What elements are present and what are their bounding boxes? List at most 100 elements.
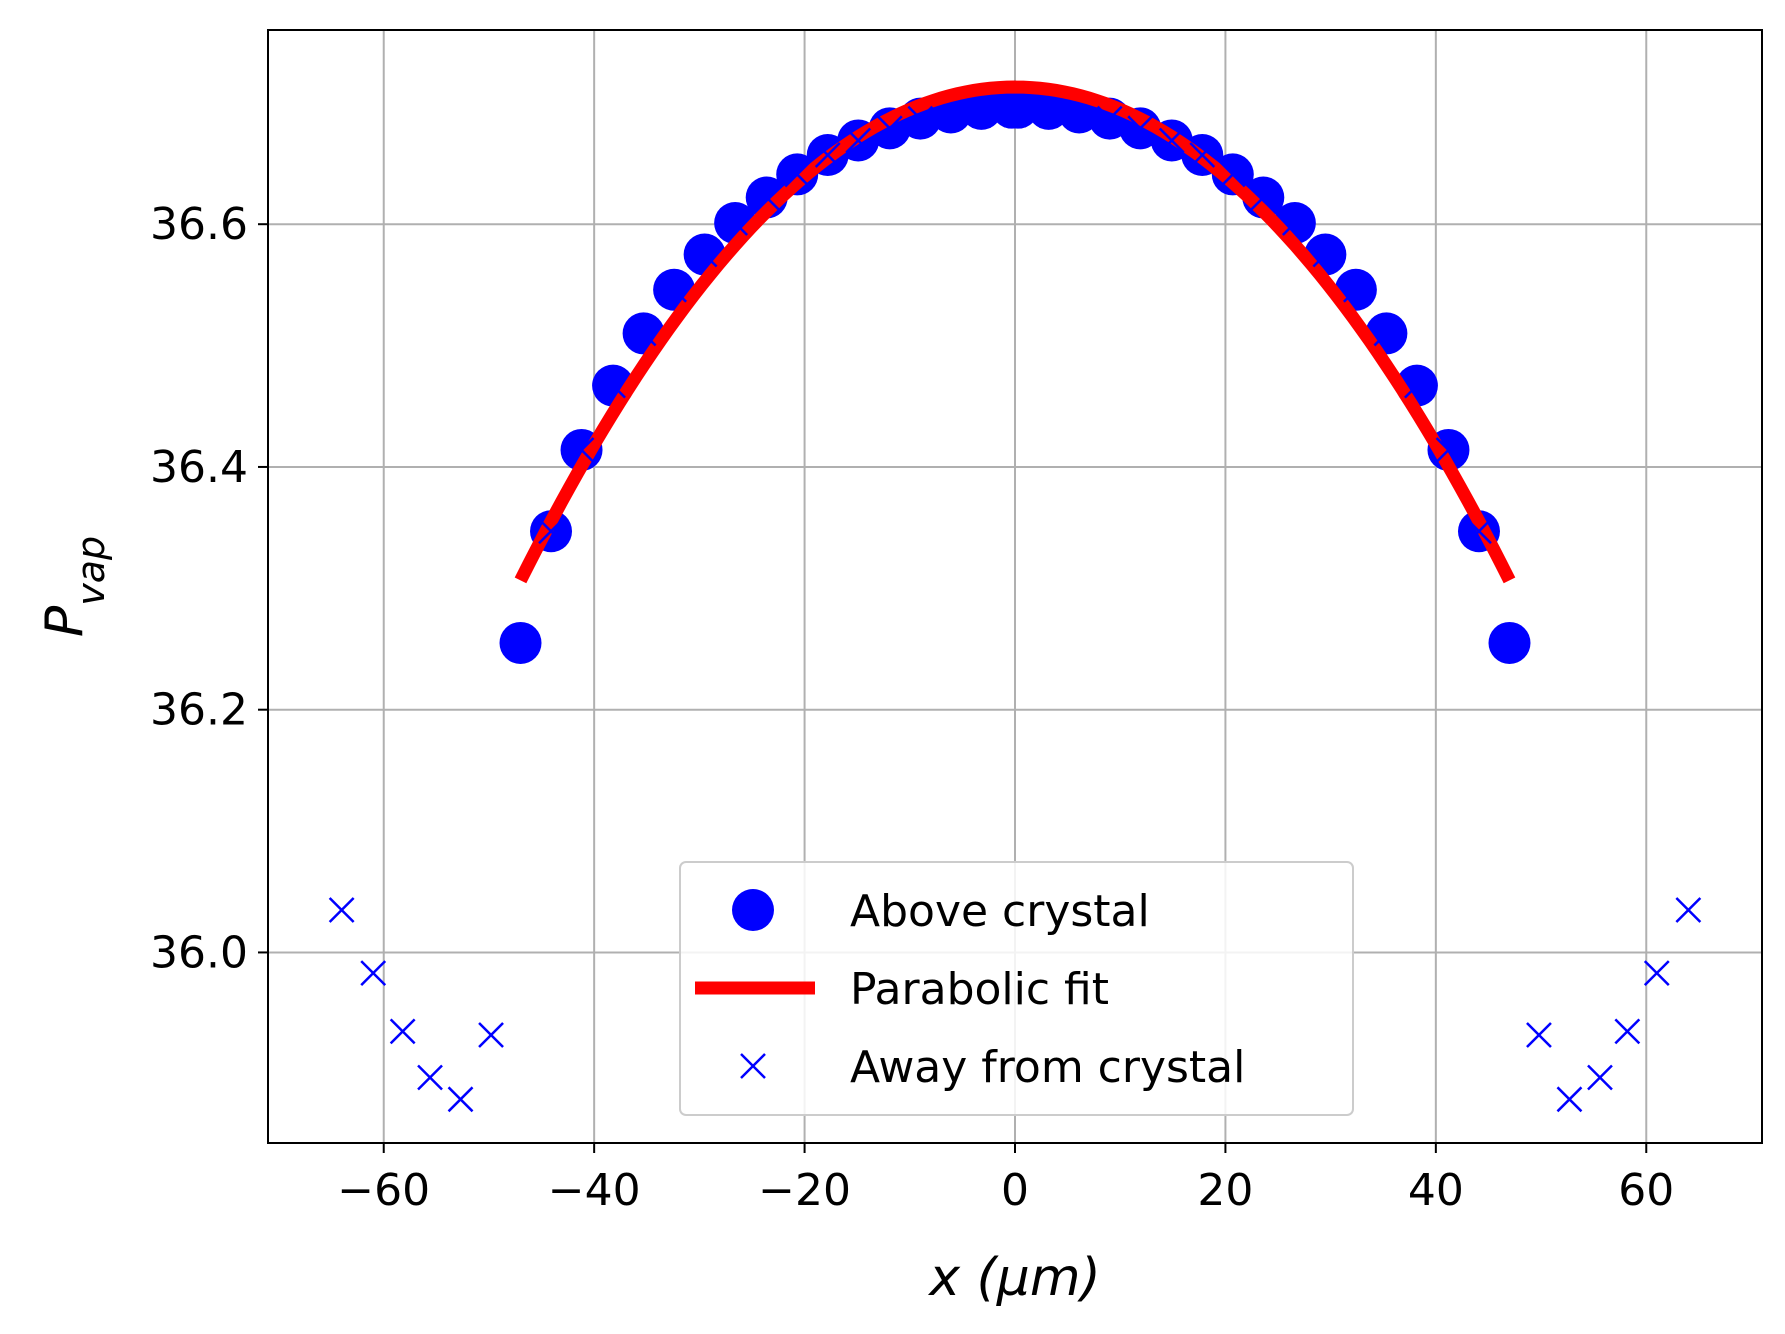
x-marker-stroke	[753, 184, 780, 211]
data-point-circle	[997, 86, 1040, 129]
x-marker-stroke	[1675, 897, 1702, 923]
data-point-x	[1526, 1022, 1552, 1048]
x-marker-stroke	[568, 437, 595, 463]
x-axis-ticks: −60 −40 −20 0 20 40 60	[337, 1143, 1674, 1216]
data-point-circle	[1027, 87, 1070, 130]
x-tick-label: 0	[1001, 1165, 1029, 1216]
x-marker-stroke	[814, 142, 841, 168]
x-marker-stroke	[907, 105, 934, 132]
data-point-x	[1404, 372, 1430, 399]
y-axis-label: Pvap	[35, 536, 113, 637]
legend-entry: Parabolic fit	[695, 964, 1109, 1015]
x-marker-stroke	[1158, 127, 1185, 154]
data-point-x	[1127, 115, 1154, 142]
x-tick-label: −60	[337, 1165, 430, 1216]
plot-data	[328, 80, 1702, 1113]
plot-frame	[267, 29, 1763, 1144]
x-tick-label: 20	[1197, 1165, 1253, 1216]
x-marker-stroke	[1466, 518, 1492, 545]
x-marker-stroke	[1556, 1086, 1583, 1113]
data-point-x	[740, 1053, 766, 1079]
data-point-circle	[960, 87, 1003, 130]
x-marker-stroke	[1435, 437, 1462, 463]
x-marker-stroke	[600, 372, 626, 399]
y-tick-label: 36.6	[150, 199, 248, 250]
data-point-x	[538, 518, 564, 545]
data-point-x	[389, 1018, 416, 1045]
x-marker-stroke	[389, 1018, 416, 1045]
series-overlay-x-3	[538, 105, 1492, 545]
legend-entry: Away from crystal	[740, 1042, 1245, 1093]
x-tick-label: −20	[758, 1165, 851, 1216]
x-marker-stroke	[1189, 142, 1216, 168]
data-point-x	[417, 1064, 443, 1091]
data-point-x	[1250, 184, 1277, 211]
data-point-x	[360, 960, 387, 986]
legend-entry: Above crystal	[732, 886, 1150, 937]
x-marker-stroke	[876, 115, 903, 142]
data-point-x	[1189, 142, 1216, 168]
x-marker-stroke	[1614, 1018, 1641, 1045]
data-point-x	[568, 437, 595, 463]
x-marker-stroke	[1312, 241, 1339, 268]
data-point-x	[1587, 1064, 1613, 1091]
data-point-x	[478, 1022, 504, 1048]
data-point-x	[1158, 127, 1185, 154]
data-point-x	[661, 276, 687, 303]
legend-label: Away from crystal	[850, 1042, 1245, 1093]
x-marker-stroke	[360, 960, 387, 986]
data-point-x	[1614, 1018, 1641, 1045]
data-point-circle	[1488, 621, 1531, 664]
x-tick-label: −40	[548, 1165, 641, 1216]
x-marker-stroke	[1643, 960, 1670, 986]
data-point-x	[630, 320, 657, 347]
x-marker-stroke	[1343, 276, 1369, 303]
data-point-x	[600, 372, 626, 399]
x-marker-stroke	[478, 1022, 504, 1048]
x-tick-label: 60	[1618, 1165, 1674, 1216]
x-marker-stroke	[740, 1053, 766, 1079]
data-point-x	[814, 142, 841, 168]
data-point-x	[1435, 437, 1462, 463]
data-point-x	[753, 184, 780, 211]
data-point-x	[1343, 276, 1369, 303]
legend-box	[679, 861, 1354, 1116]
y-tick-label: 36.4	[150, 442, 248, 493]
y-tick-label: 36.2	[150, 685, 248, 736]
y-axis-label-subscript: vap	[69, 536, 113, 606]
data-point-x	[447, 1086, 474, 1113]
x-marker-stroke	[691, 241, 718, 268]
x-marker-stroke	[1096, 105, 1123, 132]
data-point-x	[722, 210, 749, 236]
series-parabolic-fit	[514, 80, 1516, 584]
data-point-x	[1675, 897, 1702, 923]
data-point-circle	[499, 621, 542, 664]
x-marker-stroke	[1127, 115, 1154, 142]
y-axis-ticks: 36.0 36.2 36.4 36.6	[150, 199, 268, 978]
legend-label: Parabolic fit	[850, 964, 1109, 1015]
fit-curve	[514, 80, 1516, 584]
x-marker-stroke	[784, 161, 811, 188]
x-marker-stroke	[1587, 1064, 1613, 1091]
x-marker-stroke	[1281, 210, 1308, 236]
x-marker-stroke	[1404, 372, 1430, 399]
x-marker-stroke	[538, 518, 564, 545]
x-marker-stroke	[1373, 320, 1400, 347]
data-point-x	[1096, 105, 1123, 132]
grid	[268, 30, 1762, 1143]
x-marker-stroke	[630, 320, 657, 347]
data-point-circle	[732, 889, 774, 931]
x-marker-stroke	[845, 127, 872, 154]
x-tick-label: 40	[1408, 1165, 1464, 1216]
data-point-x	[1373, 320, 1400, 347]
x-marker-stroke	[661, 276, 687, 303]
x-marker-stroke	[722, 210, 749, 236]
data-point-x	[876, 115, 903, 142]
data-point-x	[1312, 241, 1339, 268]
legend: Above crystal Parabolic fit Away from crys…	[679, 861, 1354, 1116]
data-point-x	[691, 241, 718, 268]
data-point-x	[907, 105, 934, 132]
x-marker-stroke	[1526, 1022, 1552, 1048]
legend-label: Above crystal	[850, 886, 1150, 937]
